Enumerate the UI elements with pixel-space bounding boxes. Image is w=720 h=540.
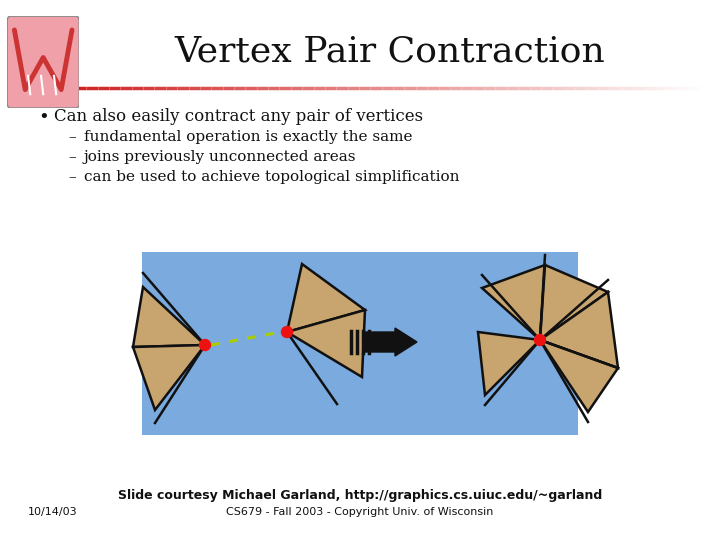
Circle shape (534, 334, 546, 346)
FancyArrow shape (365, 328, 417, 356)
Text: can be used to achieve topological simplification: can be used to achieve topological simpl… (84, 170, 459, 184)
Polygon shape (287, 264, 365, 332)
Polygon shape (133, 287, 205, 347)
Text: joins previously unconnected areas: joins previously unconnected areas (84, 150, 356, 164)
Text: –: – (68, 170, 76, 184)
Text: •: • (38, 108, 49, 126)
Polygon shape (482, 265, 545, 340)
Circle shape (282, 327, 292, 338)
Text: –: – (68, 150, 76, 164)
Text: Can also easily contract any pair of vertices: Can also easily contract any pair of ver… (54, 108, 423, 125)
Text: Slide courtesy Michael Garland, http://graphics.cs.uiuc.edu/~garland: Slide courtesy Michael Garland, http://g… (118, 489, 602, 502)
Polygon shape (287, 310, 365, 377)
Text: CS679 - Fall 2003 - Copyright Univ. of Wisconsin: CS679 - Fall 2003 - Copyright Univ. of W… (226, 507, 494, 517)
Bar (142, 252, 578, 435)
Polygon shape (540, 265, 608, 340)
Polygon shape (133, 345, 205, 410)
Polygon shape (540, 340, 618, 412)
Polygon shape (478, 332, 540, 395)
Polygon shape (540, 292, 618, 368)
Text: 10/14/03: 10/14/03 (28, 507, 78, 517)
FancyBboxPatch shape (7, 16, 79, 108)
Text: fundamental operation is exactly the same: fundamental operation is exactly the sam… (84, 130, 413, 144)
Circle shape (199, 340, 210, 350)
Text: –: – (68, 130, 76, 144)
Text: Vertex Pair Contraction: Vertex Pair Contraction (175, 35, 606, 69)
